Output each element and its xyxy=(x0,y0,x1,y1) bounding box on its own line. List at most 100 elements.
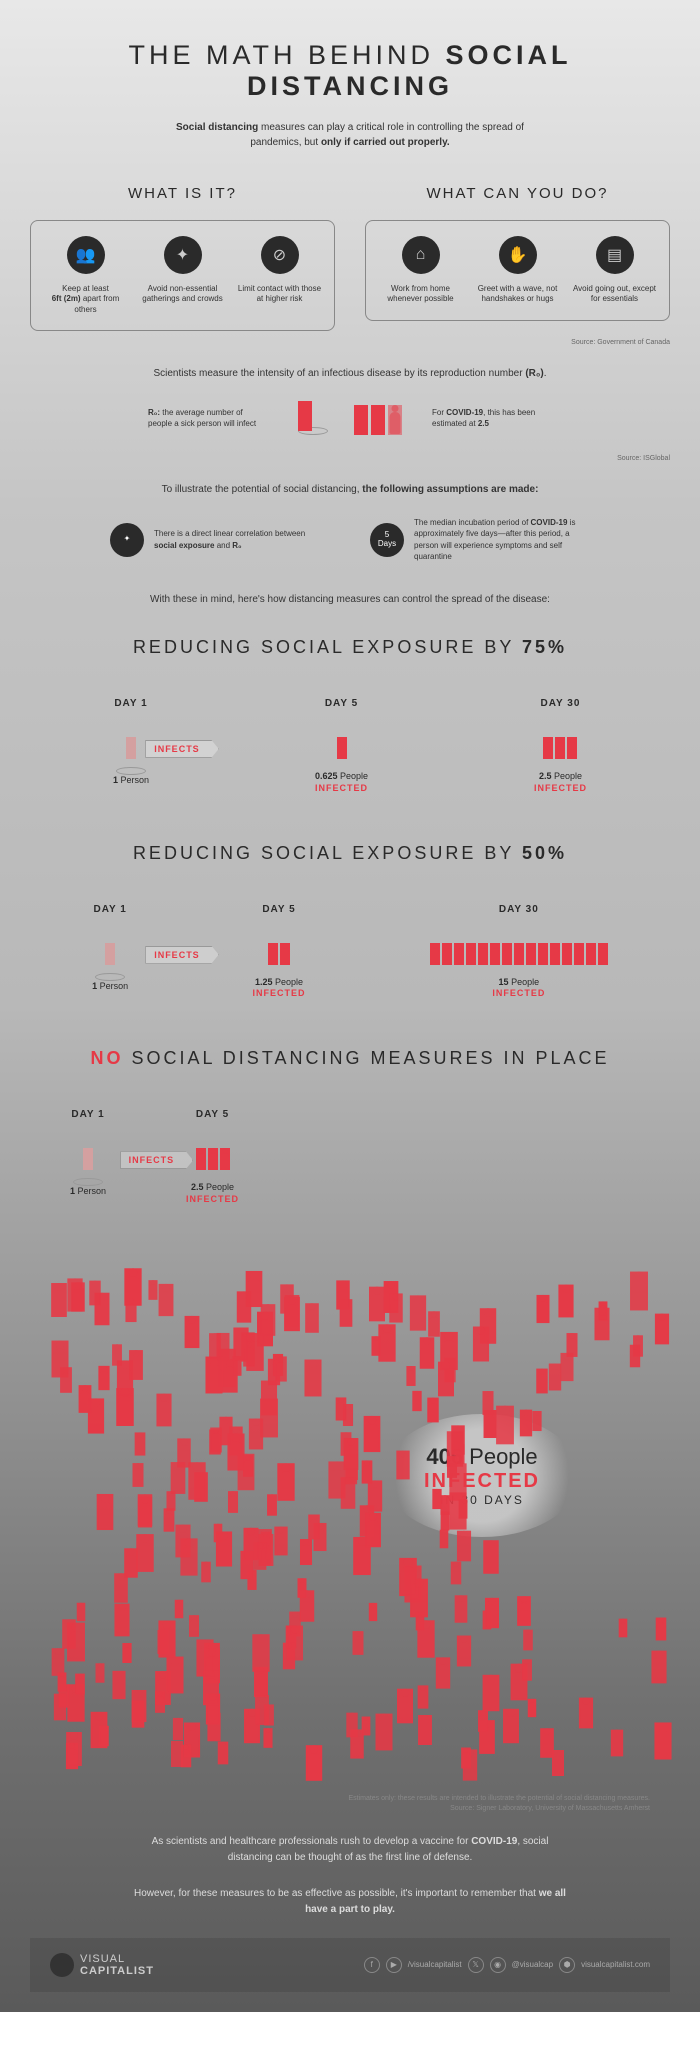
crowd-person-icon xyxy=(457,1530,471,1561)
logo: VISUAL CAPITALIST xyxy=(50,1953,154,1977)
crowd-person-icon xyxy=(274,1527,287,1556)
crowd-person-icon xyxy=(261,1543,271,1565)
item-text: Greet with a wave, not handshakes or hug… xyxy=(473,284,562,305)
what-is-it-column: WHAT IS IT? 👥Keep at least6ft (2m) apart… xyxy=(30,185,335,331)
closing-1: As scientists and healthcare professiona… xyxy=(130,1834,570,1866)
crowd-person-icon xyxy=(371,1337,380,1357)
item-icon: ⊘ xyxy=(261,236,299,274)
crowd-person-icon xyxy=(283,1643,295,1670)
web-icon[interactable]: ⬢ xyxy=(559,1957,575,1973)
what-is-it-box: 👥Keep at least6ft (2m) apart from others… xyxy=(30,220,335,331)
crowd-person-icon xyxy=(284,1296,300,1330)
r0-covid-text: For COVID-19, this has been estimated at… xyxy=(432,407,552,429)
crowd-person-icon xyxy=(51,1283,67,1317)
crowd-person-icon xyxy=(549,1364,561,1391)
crowd-person-icon xyxy=(379,1324,396,1361)
person-icon xyxy=(196,1148,206,1170)
what-is-it-item: 👥Keep at least6ft (2m) apart from others xyxy=(41,236,130,315)
r0-intro-bold: (R₀) xyxy=(525,368,543,379)
crowd-person-icon xyxy=(203,1671,219,1705)
day-column: DAY 1 1 Person xyxy=(113,698,149,787)
crowd-person-icon xyxy=(484,1540,499,1574)
day-column: DAY 1 1 Person xyxy=(70,1109,106,1198)
instagram-icon[interactable]: ◉ xyxy=(490,1957,506,1973)
crowd-person-icon xyxy=(541,1728,555,1758)
crowd-person-icon xyxy=(236,1291,250,1322)
social-handle-1: /visualcapitalist xyxy=(408,1960,462,1969)
infects-tag: INFECTS xyxy=(120,1151,194,1169)
day-column: DAY 5 2.5 People INFECTED xyxy=(186,1109,239,1204)
youtube-icon[interactable]: ▶ xyxy=(386,1957,402,1973)
twitter-icon[interactable]: 𝕏 xyxy=(468,1957,484,1973)
scenario-heading: REDUCING SOCIAL EXPOSURE BY 75% xyxy=(30,637,670,658)
crowd-person-icon xyxy=(352,1632,363,1656)
person-icon xyxy=(354,405,368,435)
crowd-person-icon xyxy=(441,1332,459,1370)
crowd-person-icon xyxy=(66,1732,82,1766)
crowd-person-icon xyxy=(364,1416,381,1452)
crowd-person-icon xyxy=(655,1722,672,1759)
person-icon xyxy=(466,943,476,965)
crowd-person-icon xyxy=(536,1295,549,1323)
crowd-person-icon xyxy=(336,1397,347,1420)
crowd-person-icon xyxy=(148,1280,157,1300)
r0-covid-pre: For xyxy=(432,408,446,417)
day-column: DAY 1 1 Person xyxy=(92,904,128,993)
person-icon xyxy=(298,401,328,435)
person-icon xyxy=(502,943,512,965)
crowd-person-icon xyxy=(440,1529,449,1548)
crowd-person-icon xyxy=(594,1308,609,1341)
day-label: DAY 30 xyxy=(430,904,608,915)
crowd-person-icon xyxy=(71,1283,85,1312)
person-icon xyxy=(567,737,577,759)
crowd-person-icon xyxy=(522,1659,532,1680)
r0-covid-bold: COVID-19 xyxy=(446,408,483,417)
day-column: DAY 30 2.5 People INFECTED xyxy=(534,698,587,793)
crowd-person-icon xyxy=(651,1650,666,1683)
crowd-person-icon xyxy=(89,1281,100,1306)
main-title: THE MATH BEHIND SOCIAL DISTANCING xyxy=(30,40,670,102)
crowd-person-icon xyxy=(100,1726,109,1746)
item-text: Avoid non-essential gatherings and crowd… xyxy=(138,284,227,305)
crowd-person-icon xyxy=(410,1296,426,1331)
crowd-person-icon xyxy=(559,1285,574,1318)
crowd-person-icon xyxy=(112,1671,125,1699)
crowd-person-icon xyxy=(306,1746,322,1782)
crowd-person-icon xyxy=(447,1456,457,1478)
crowd-person-icon xyxy=(122,1643,131,1663)
crowd-person-icon xyxy=(412,1391,421,1411)
crowd-person-icon xyxy=(75,1674,85,1695)
what-can-you-do-heading: WHAT CAN YOU DO? xyxy=(365,185,670,202)
day-column: DAY 5 1.25 People INFECTED xyxy=(253,904,306,999)
crowd-person-icon xyxy=(368,1481,382,1512)
crowd-person-icon xyxy=(397,1689,413,1724)
crowd-person-icon xyxy=(630,1271,648,1310)
crowd-person-icon xyxy=(436,1657,450,1688)
crowd-label: 406 People INFECTED IN 30 DAYS xyxy=(384,1414,580,1537)
crowd-person-icon xyxy=(473,1326,489,1361)
crowd-person-icon xyxy=(449,1492,466,1529)
day-label: DAY 5 xyxy=(315,698,368,709)
crowd-person-icon xyxy=(189,1615,199,1637)
disclaimer: Estimates only: these results are intend… xyxy=(50,1794,650,1814)
count-text: 2.5 People xyxy=(534,771,587,783)
person-icon xyxy=(83,1148,93,1170)
crowd-person-icon xyxy=(155,1691,165,1713)
crowd-person-icon xyxy=(375,1713,392,1750)
person-icon xyxy=(268,943,278,965)
day-label: DAY 30 xyxy=(534,698,587,709)
r0-def-text: the average number of people a sick pers… xyxy=(148,408,256,428)
person-icon xyxy=(126,737,136,759)
lead-in-text: With these in mind, here's how distancin… xyxy=(100,592,600,607)
count-text: 1 Person xyxy=(70,1186,106,1198)
crowd-person-icon xyxy=(536,1368,547,1393)
people-group xyxy=(70,1140,106,1170)
person-icon xyxy=(490,943,500,965)
item-text: Keep at least6ft (2m) apart from others xyxy=(41,284,130,315)
crowd-person-icon xyxy=(214,1524,223,1543)
facebook-icon[interactable]: f xyxy=(364,1957,380,1973)
crowd-person-icon xyxy=(184,1316,199,1348)
person-icon xyxy=(574,943,584,965)
crowd-person-icon xyxy=(156,1394,171,1427)
infects-tag: INFECTS xyxy=(145,740,219,758)
